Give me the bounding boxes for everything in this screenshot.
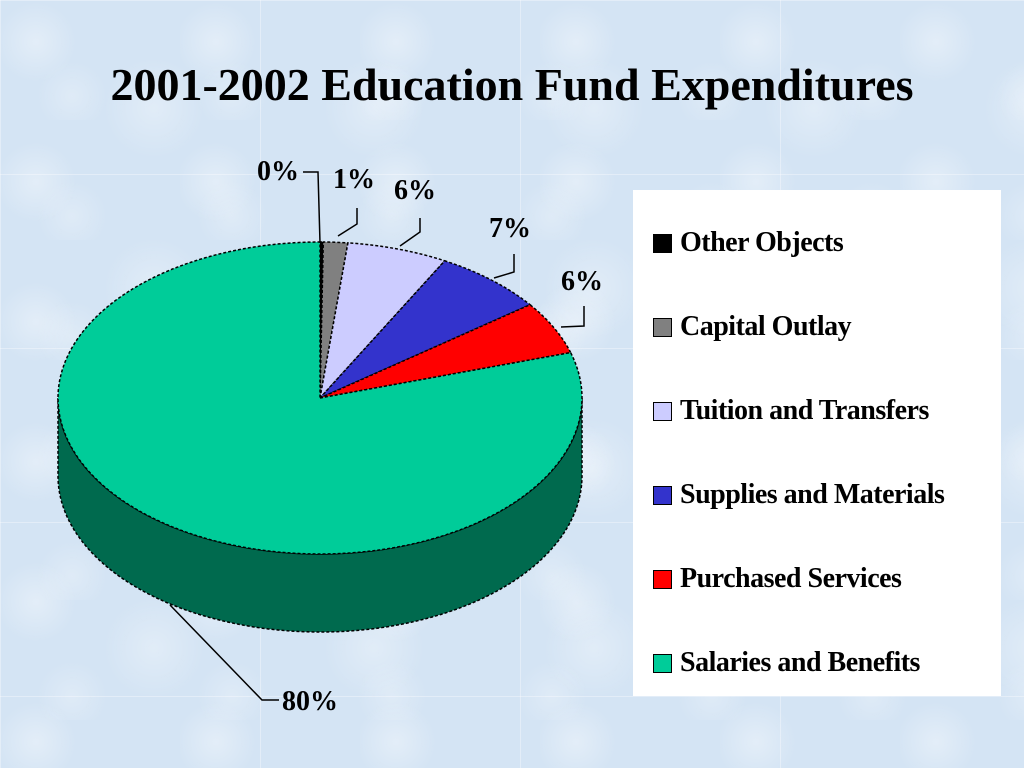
legend-swatch	[653, 317, 672, 337]
leader-line-salaries-and-benefits	[169, 604, 279, 701]
leader-line-purchased-services	[560, 306, 585, 328]
legend-label: Other Objects	[680, 227, 844, 258]
pie-slice-supplies-and-materials	[319, 259, 532, 399]
legend-item-salaries-and-benefits: Salaries and Benefits	[653, 621, 1001, 705]
legend-label: Tuition and Transfers	[680, 395, 929, 426]
leader-line-tuition-and-transfers	[399, 218, 421, 247]
leader-line-capital-outlay	[337, 208, 358, 237]
legend-label: Capital Outlay	[680, 311, 852, 342]
chart-legend: Other Objects Capital Outlay Tuition and T…	[633, 190, 1001, 696]
data-label-tuition-and-transfers: 6%	[394, 175, 436, 206]
data-label-capital-outlay: 1%	[333, 164, 375, 195]
legend-item-tuition-and-transfers: Tuition and Transfers	[653, 369, 1001, 453]
legend-label: Purchased Services	[680, 563, 902, 594]
data-label-purchased-services: 6%	[561, 266, 603, 297]
legend-item-capital-outlay: Capital Outlay	[653, 285, 1001, 369]
legend-label: Supplies and Materials	[680, 479, 945, 510]
legend-swatch	[653, 653, 672, 673]
legend-item-other-objects: Other Objects	[653, 201, 1001, 285]
legend-swatch	[653, 401, 672, 421]
data-label-salaries-and-benefits: 80%	[282, 686, 338, 717]
pie-slice-purchased-services	[319, 303, 572, 399]
data-label-supplies-and-materials: 7%	[489, 213, 531, 244]
legend-label: Salaries and Benefits	[680, 647, 920, 678]
leader-line-other-objects	[303, 171, 321, 244]
legend-swatch	[653, 485, 672, 505]
chart-title: 2001-2002 Education Fund Expenditures	[110, 59, 914, 110]
leader-line-supplies-and-materials	[493, 254, 515, 279]
legend-swatch	[653, 569, 672, 589]
legend-swatch	[653, 233, 672, 253]
data-label-other-objects: 0%	[257, 156, 299, 187]
legend-item-supplies-and-materials: Supplies and Materials	[653, 453, 1001, 537]
legend-item-purchased-services: Purchased Services	[653, 537, 1001, 621]
pie-slice-salaries-and-benefits	[57, 241, 583, 555]
